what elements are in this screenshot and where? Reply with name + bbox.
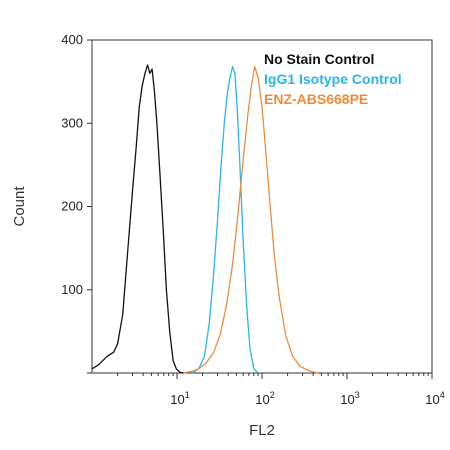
x-tick-base: 10 xyxy=(340,392,354,407)
x-tick-base: 10 xyxy=(170,392,184,407)
legend-entry-3: ENZ-ABS668PE xyxy=(264,91,368,107)
y-tick-label: 400 xyxy=(61,32,83,47)
legend-entry-1: No Stain Control xyxy=(264,51,374,67)
plot-frame xyxy=(91,39,433,374)
x-tick-label: 103 xyxy=(340,390,359,407)
y-axis-title: Count xyxy=(11,186,28,227)
x-tick-exponent: 4 xyxy=(440,390,445,400)
x-tick-base: 10 xyxy=(425,392,439,407)
y-tick-label: 200 xyxy=(61,199,83,214)
x-axis-title: FL2 xyxy=(249,422,275,439)
x-tick-label: 102 xyxy=(255,390,274,407)
y-tick-label: 300 xyxy=(61,115,83,130)
y-tick-label: 100 xyxy=(61,282,83,297)
x-tick-base: 10 xyxy=(255,392,269,407)
series-line-1 xyxy=(91,64,184,374)
series-line-2 xyxy=(191,65,259,374)
x-tick-exponent: 1 xyxy=(185,390,190,400)
x-tick-label: 104 xyxy=(425,390,444,407)
x-tick-label: 101 xyxy=(170,390,189,407)
x-tick-exponent: 3 xyxy=(355,390,360,400)
series-line-3 xyxy=(183,65,318,374)
legend-entry-2: IgG1 Isotype Control xyxy=(264,71,402,87)
x-tick-exponent: 2 xyxy=(270,390,275,400)
